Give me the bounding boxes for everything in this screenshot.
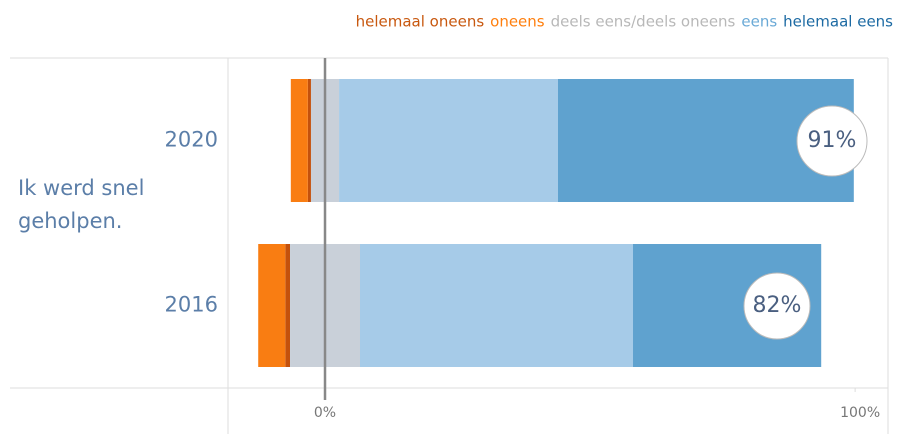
summary-label: 82% — [753, 293, 802, 318]
bar-segment — [307, 79, 311, 202]
bar-segment — [290, 79, 308, 202]
group-label: Ik werd snel geholpen. — [18, 176, 145, 233]
bar-segment — [258, 244, 286, 367]
bar-segment — [285, 244, 291, 367]
bar-segment — [339, 79, 558, 202]
legend-item: deels eens/deels oneens — [551, 13, 736, 31]
summary-label: 91% — [808, 128, 857, 153]
summary-badge — [796, 105, 868, 177]
legend-item: helemaal oneens — [356, 13, 485, 31]
x-tick-label: 100% — [840, 405, 880, 421]
x-tick-label: 0% — [314, 405, 336, 421]
summary-badge — [743, 272, 811, 340]
bar-segment — [360, 244, 634, 367]
legend-item: oneens — [490, 13, 545, 31]
legend-item: eens — [741, 13, 777, 31]
category-label: 2016 — [165, 293, 218, 317]
legend-item: helemaal eens — [783, 13, 893, 31]
category-label: 2020 — [165, 128, 218, 152]
